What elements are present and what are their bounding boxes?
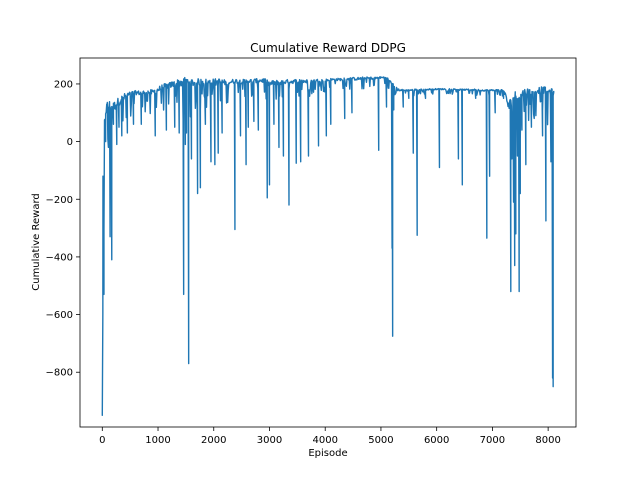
x-tick-label: 4000 [312, 435, 337, 446]
y-tick-label: 0 [67, 137, 73, 148]
axis-ticks: 0 1000 2000 3000 4000 5000 6000 7000 80002000−20… [46, 79, 561, 446]
y-tick-label: −800 [46, 368, 73, 379]
x-tick-label: 6000 [424, 435, 449, 446]
y-tick-label: −400 [46, 252, 73, 263]
y-tick-label: −200 [46, 195, 73, 206]
x-tick-label: 5000 [368, 435, 393, 446]
x-tick-label: 1000 [145, 435, 170, 446]
reward-series-line [101, 76, 555, 417]
y-axis-label: Cumulative Reward [31, 193, 42, 291]
axes-frame [79, 57, 577, 428]
y-tick-label: −600 [46, 310, 73, 321]
x-axis-label: Episode [308, 448, 347, 459]
chart-title: Cumulative Reward DDPG [250, 41, 406, 55]
x-tick-label: 8000 [535, 435, 560, 446]
plot-area [101, 76, 555, 417]
y-tick-label: 200 [54, 79, 73, 90]
x-tick-label: 3000 [257, 435, 282, 446]
x-tick-label: 2000 [201, 435, 226, 446]
x-tick-label: 7000 [480, 435, 505, 446]
x-tick-label: 0 [99, 435, 105, 446]
